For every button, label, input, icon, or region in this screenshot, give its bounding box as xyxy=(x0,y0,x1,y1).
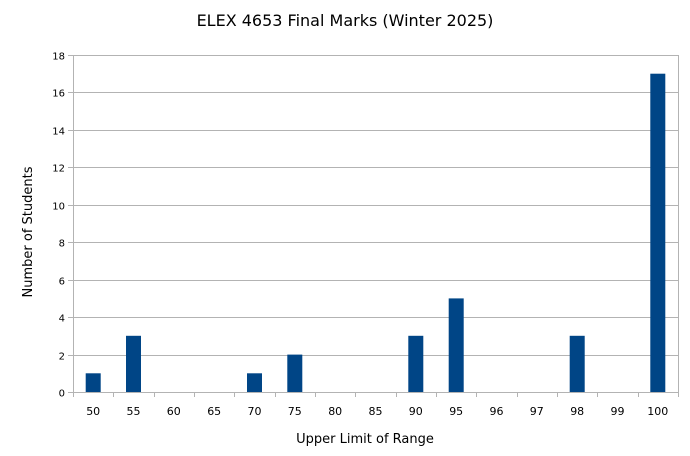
y-tick-labels: 0 2 4 6 8 10 12 14 16 18 xyxy=(52,52,65,400)
x-tick-label: 90 xyxy=(409,405,423,418)
x-tick-label: 70 xyxy=(248,405,262,418)
x-tick-label: 60 xyxy=(167,405,181,418)
bar xyxy=(287,354,303,392)
y-tick-label: 2 xyxy=(59,352,65,363)
x-tick-label: 97 xyxy=(530,405,544,418)
x-tick-label: 75 xyxy=(288,405,302,418)
y-tick-label: 4 xyxy=(59,314,65,325)
bars xyxy=(85,73,666,392)
y-axis-label: Number of Students xyxy=(21,166,36,297)
y-tick-label: 18 xyxy=(52,52,65,63)
x-tick-labels: 50 55 60 65 70 75 80 85 90 95 96 97 98 99 100 xyxy=(86,405,668,418)
y-tick-label: 8 xyxy=(59,239,65,250)
x-tick-label: 95 xyxy=(449,405,463,418)
bar xyxy=(408,335,424,392)
x-axis-label: Upper Limit of Range xyxy=(296,432,434,447)
bar xyxy=(126,335,141,392)
chart-title: ELEX 4653 Final Marks (Winter 2025) xyxy=(197,11,494,30)
x-tick-label: 99 xyxy=(611,405,625,418)
bar xyxy=(448,298,464,392)
y-tick-label: 12 xyxy=(52,164,65,175)
gridlines xyxy=(68,55,679,397)
x-tick-label: 80 xyxy=(328,405,342,418)
x-tick-label: 85 xyxy=(369,405,383,418)
bar xyxy=(569,335,585,392)
y-tick-label: 6 xyxy=(59,277,65,288)
x-tick-label: 100 xyxy=(647,405,668,418)
y-tick-label: 16 xyxy=(52,89,65,100)
y-tick-label: 0 xyxy=(59,389,65,400)
x-tick-label: 55 xyxy=(127,405,141,418)
bar xyxy=(247,373,262,392)
x-tick-label: 65 xyxy=(207,405,221,418)
bar xyxy=(650,73,666,392)
bar xyxy=(85,373,101,392)
y-tick-label: 10 xyxy=(52,202,65,213)
x-tick-label: 96 xyxy=(490,405,504,418)
y-tick-label: 14 xyxy=(52,127,65,138)
x-tick-label: 50 xyxy=(86,405,100,418)
x-tick-label: 98 xyxy=(570,405,584,418)
